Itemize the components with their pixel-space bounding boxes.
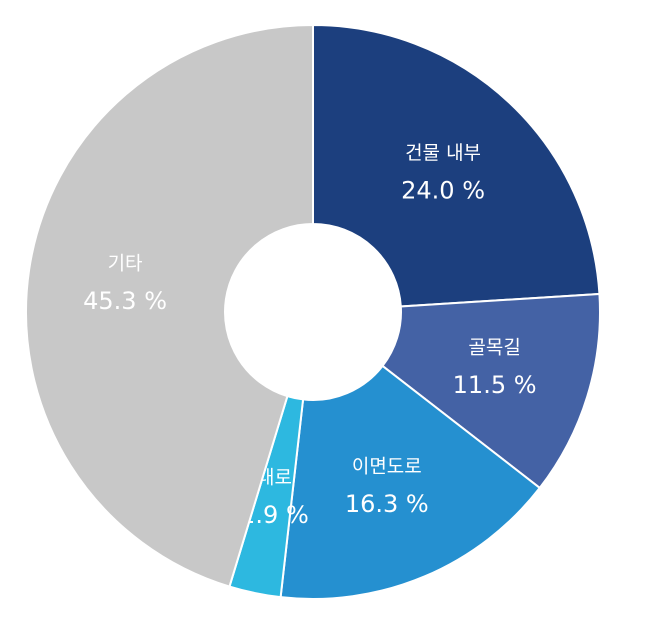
slice-value: 11.5 % <box>453 371 537 399</box>
slice-value: 24.0 % <box>401 176 485 204</box>
slice-category: 건물 내부 <box>405 142 481 164</box>
slice-value: 45.3 % <box>83 287 167 315</box>
donut-slice <box>25 23 314 588</box>
slice-category: 골목길 <box>468 336 520 358</box>
slice-category: 기타 <box>108 253 143 275</box>
slice-category: 이면도로 <box>352 456 422 478</box>
donut-slice <box>279 364 542 600</box>
slice-value: 16.3 % <box>345 490 429 518</box>
donut-slice <box>381 292 601 490</box>
donut-slice <box>312 23 601 308</box>
slice-category: 대로 <box>257 467 292 489</box>
